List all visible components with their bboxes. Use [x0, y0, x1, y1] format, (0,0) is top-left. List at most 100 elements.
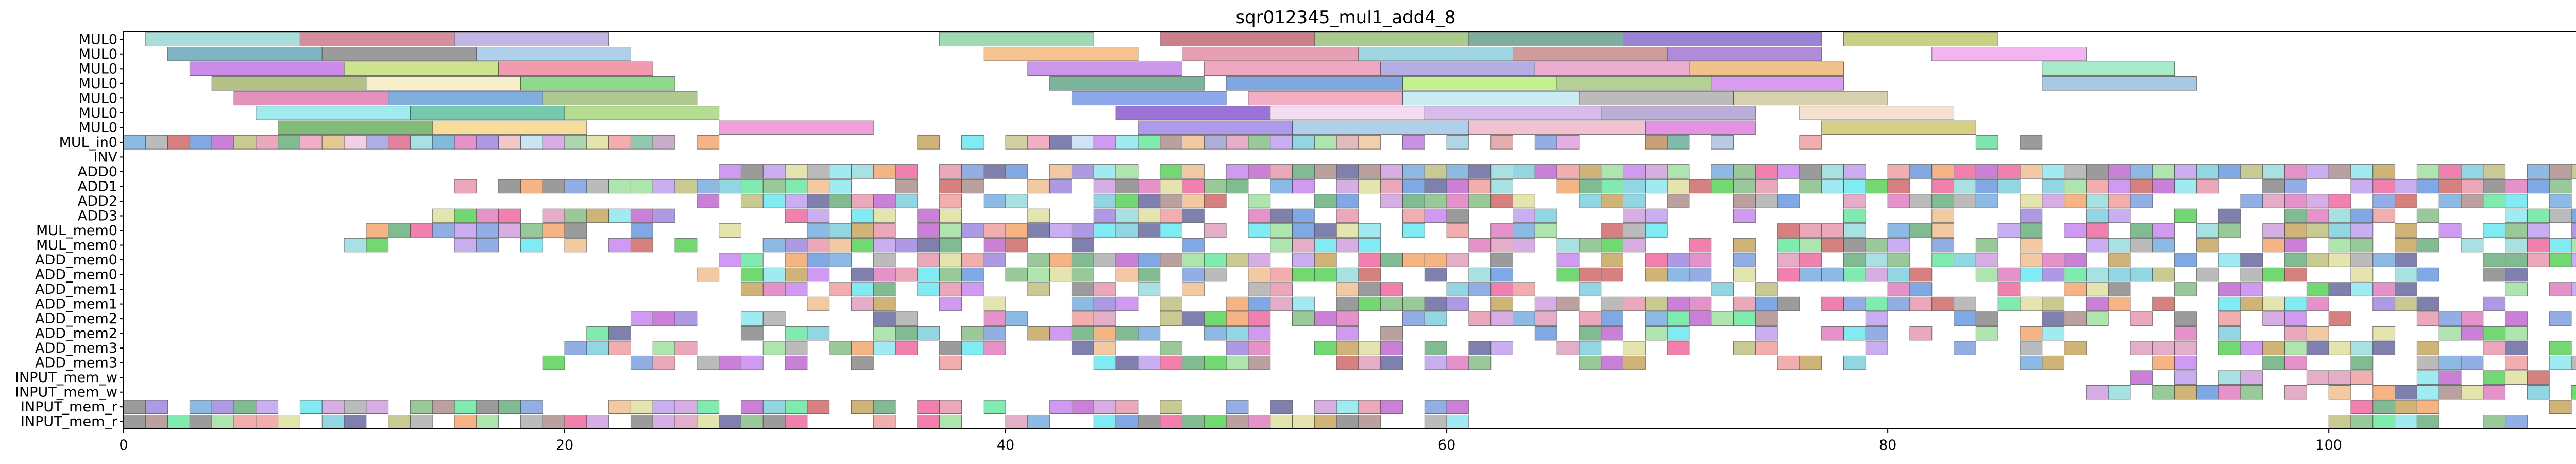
op-bar: [873, 194, 896, 208]
op-bar: [1645, 223, 1668, 238]
op-bar: [2395, 179, 2417, 194]
op-bar: [2240, 296, 2263, 311]
op-bar: [873, 282, 896, 296]
op-bar: [432, 135, 455, 150]
op-bar: [586, 341, 609, 355]
op-bar: [829, 179, 852, 194]
op-bar: [2152, 385, 2175, 400]
op-bar: [1115, 164, 1139, 179]
op-bar: [608, 238, 631, 253]
y-tick-label: MUL0: [79, 46, 117, 62]
task-bar: [983, 47, 1139, 61]
op-bar: [2549, 282, 2572, 296]
op-bar: [1336, 341, 1359, 355]
op-bar: [1071, 282, 1094, 296]
op-bar: [2372, 179, 2396, 194]
op-bar: [1556, 341, 1580, 355]
op-bar: [1160, 355, 1182, 370]
op-bar: [1579, 311, 1602, 326]
op-bar: [1887, 179, 1910, 194]
op-bar: [2042, 253, 2065, 267]
op-bar: [1115, 326, 1139, 341]
op-bar: [1909, 326, 1933, 341]
op-bar: [1181, 355, 1205, 370]
op-bar: [1513, 311, 1535, 326]
op-bar: [586, 208, 609, 223]
op-bar: [520, 400, 543, 414]
op-bar: [1865, 253, 1888, 267]
op-bar: [1446, 223, 1469, 238]
op-bar: [1843, 296, 1866, 311]
op-bar: [961, 326, 984, 341]
op-bar: [1645, 208, 1668, 223]
op-bar: [233, 135, 257, 150]
op-bar: [1513, 208, 1535, 223]
op-bar: [2174, 208, 2197, 223]
op-bar: [1358, 296, 1381, 311]
op-bar: [1402, 179, 1425, 194]
op-bar: [1071, 135, 1094, 150]
op-bar: [608, 135, 631, 150]
op-bar: [1314, 238, 1337, 253]
op-bar: [2350, 238, 2374, 253]
op-bar: [829, 223, 852, 238]
op-bar: [2306, 208, 2329, 223]
op-bar: [189, 400, 212, 414]
op-bar: [2086, 164, 2109, 179]
y-tick-label: ADD_mem2: [35, 326, 117, 342]
op-bar: [785, 400, 808, 414]
op-bar: [1336, 311, 1359, 326]
task-bar: [1513, 47, 1668, 61]
op-bar: [2284, 311, 2307, 326]
op-bar: [961, 282, 984, 296]
op-bar: [2483, 385, 2506, 400]
op-bar: [1843, 179, 1866, 194]
op-bar: [2549, 179, 2572, 194]
op-bar: [961, 164, 984, 179]
op-bar: [895, 194, 918, 208]
op-bar: [1645, 164, 1668, 179]
op-bar: [2284, 208, 2307, 223]
op-bar: [1667, 341, 1690, 355]
op-bar: [1556, 135, 1580, 150]
op-bar: [2571, 385, 2576, 400]
op-bar: [1248, 208, 1271, 223]
task-bar: [1821, 120, 1976, 135]
op-bar: [873, 341, 896, 355]
op-bar: [1380, 326, 1403, 341]
task-bar: [1733, 91, 1888, 106]
op-bar: [1865, 238, 1888, 253]
op-bar: [1490, 223, 1514, 238]
task-bar: [1115, 106, 1271, 120]
op-bar: [2064, 179, 2087, 194]
op-bar: [2020, 194, 2043, 208]
op-bar: [719, 355, 741, 370]
op-bar: [2218, 223, 2241, 238]
op-bar: [1358, 400, 1381, 414]
op-bar: [873, 164, 896, 179]
op-bar: [939, 414, 962, 429]
op-bar: [1402, 311, 1425, 326]
op-bar: [1160, 311, 1182, 326]
op-bar: [167, 135, 190, 150]
op-bar: [2086, 238, 2109, 253]
op-bar: [2416, 414, 2439, 429]
task-bar: [564, 106, 720, 120]
op-bar: [2020, 341, 2043, 355]
op-bar: [1689, 179, 1712, 194]
op-bar: [2240, 164, 2263, 179]
op-bar: [1181, 267, 1205, 282]
op-bar: [1865, 179, 1888, 194]
op-bar: [917, 238, 940, 253]
op-bar: [366, 238, 389, 253]
op-bar: [740, 267, 764, 282]
op-bar: [630, 311, 653, 326]
op-bar: [1093, 414, 1116, 429]
op-bar: [2042, 179, 2065, 194]
op-bar: [1181, 179, 1205, 194]
op-bar: [1711, 135, 1734, 150]
op-bar: [1380, 164, 1403, 179]
op-bar: [1733, 179, 1756, 194]
op-bar: [873, 400, 896, 414]
op-bar: [1799, 253, 1822, 267]
